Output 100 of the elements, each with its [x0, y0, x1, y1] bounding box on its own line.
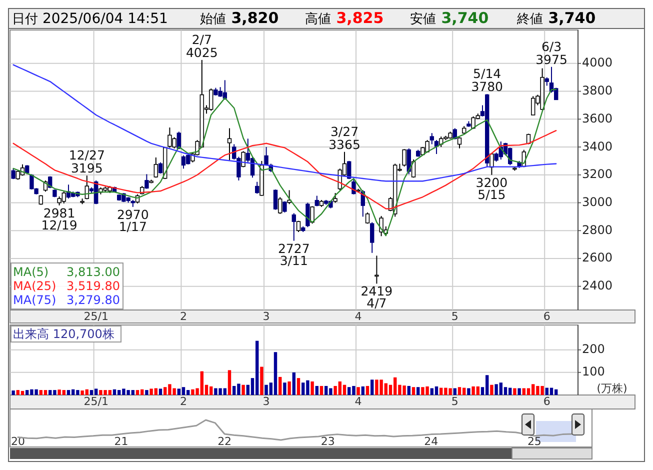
y-tick-label: 2800 [582, 222, 613, 237]
annotation: 2970 1/17 [116, 206, 149, 234]
bar [136, 390, 140, 395]
y-tick-label: 3200 [582, 167, 613, 182]
candlestick [402, 148, 406, 168]
candlestick [181, 154, 186, 170]
x-tick-label: 2 [180, 395, 187, 408]
annotation: 3/27 3365 [328, 124, 360, 152]
bar [20, 390, 24, 395]
bar [458, 387, 462, 395]
text: MA(25) 3,519.80 [13, 279, 120, 293]
x-tick-label: 24 [424, 435, 438, 448]
bar [342, 384, 346, 395]
x-tick-label: 6 [543, 395, 550, 408]
annotation: 5/14 3780 [471, 66, 504, 94]
bar [12, 390, 15, 395]
bar [366, 386, 370, 395]
annotation: 2727 3/11 [278, 240, 310, 268]
chart-title: 出来高 120,700株 [13, 327, 114, 341]
x-tick-label: 25/1 [84, 395, 108, 408]
y-tick-label: 200 [582, 342, 605, 356]
candlestick [352, 178, 356, 195]
bar [550, 388, 554, 395]
bar [513, 388, 516, 395]
bar [66, 390, 70, 395]
bar [416, 387, 420, 395]
bar [356, 387, 360, 395]
candlestick [374, 255, 379, 284]
bar [518, 388, 521, 395]
candlestick [278, 196, 282, 214]
bar [315, 386, 318, 395]
bar [296, 378, 300, 395]
x-tick-label: 2 [180, 310, 187, 323]
bar [158, 388, 162, 395]
candlestick [154, 156, 158, 178]
bar [228, 370, 232, 395]
bar [145, 390, 148, 395]
bar [90, 390, 94, 395]
bar [467, 388, 470, 395]
y-tick-label: 3800 [582, 84, 613, 98]
y-tick-label: 3000 [582, 195, 613, 210]
bar [412, 387, 416, 395]
bar [260, 366, 264, 395]
bar [44, 390, 48, 395]
text: 始値 3,820 [200, 9, 279, 27]
annotation: 12/27 3195 [68, 148, 105, 176]
candlestick [158, 162, 163, 174]
bar [242, 384, 245, 395]
bar [453, 388, 456, 395]
candlestick [306, 202, 310, 228]
bar [526, 388, 530, 395]
bar [320, 386, 324, 395]
bar [274, 352, 278, 395]
annotation: 2419 4/7 [360, 284, 393, 311]
y-axis-title: (万株) [596, 382, 628, 395]
annotation: 2981 12/19 [41, 205, 78, 232]
x-tick-label: 3 [262, 310, 270, 323]
bar [361, 386, 364, 395]
candlestick [287, 190, 292, 205]
annotation: 3200 5/15 [476, 174, 508, 202]
candlestick [310, 206, 314, 224]
bar [310, 381, 314, 395]
x-tick-label: 6 [543, 310, 550, 323]
bar [407, 386, 410, 395]
y-tick-label: 2400 [582, 278, 613, 293]
bar [292, 372, 296, 395]
candlestick [273, 189, 278, 210]
candlestick [430, 132, 434, 145]
x-tick-label: 3 [262, 395, 270, 408]
annotation: 2/7 4025 [186, 32, 218, 60]
text: MA(75) 3,279.80 [13, 293, 120, 307]
candlestick [370, 222, 374, 254]
y-tick-label: 4000 [582, 56, 613, 70]
candlestick [38, 194, 43, 206]
bar [182, 387, 186, 395]
y-tick-label: 3600 [582, 111, 613, 126]
x-tick-label: 23 [320, 435, 335, 448]
candlestick [490, 152, 494, 176]
bar [490, 384, 494, 395]
text: 安値 3,740 [410, 9, 489, 27]
x-tick-label: 5 [451, 310, 458, 323]
y-tick-label: 2600 [582, 250, 613, 265]
x-tick-label: 5 [451, 395, 458, 408]
x-tick-label: 25/1 [84, 310, 108, 323]
text: 高値 3,825 [305, 9, 384, 27]
candlestick [292, 212, 296, 242]
bar [288, 381, 291, 395]
candlestick [144, 174, 149, 190]
text: 日付 2025/06/04 14:51 [12, 11, 168, 27]
y-tick-label: 3400 [582, 139, 613, 154]
annotation: 6/3 3975 [536, 38, 568, 67]
bar [283, 382, 286, 395]
candlestick [333, 192, 338, 204]
text: 終値 3,740 [516, 9, 596, 27]
x-tick-label: 25 [527, 435, 542, 448]
x-tick-label: 4 [354, 310, 362, 323]
bar [278, 376, 282, 395]
bar [370, 380, 374, 395]
x-tick-label: 4 [354, 395, 362, 408]
bar [434, 386, 438, 395]
